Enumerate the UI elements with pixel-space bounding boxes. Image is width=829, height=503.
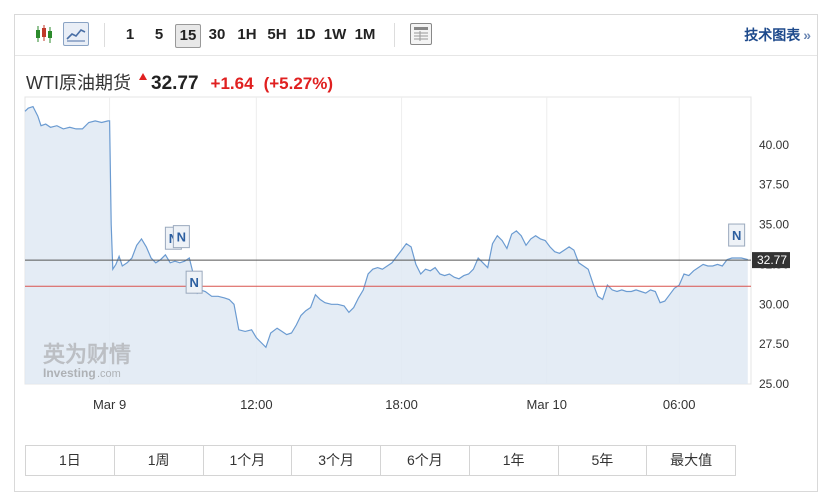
interval-1w[interactable]: 1W (323, 26, 347, 43)
interval-5h[interactable]: 5H (267, 26, 287, 43)
price-area-fill (25, 106, 748, 384)
toolbar-divider (394, 23, 395, 47)
y-tick-label: 25.00 (759, 377, 789, 391)
line-chart-icon[interactable] (63, 22, 89, 46)
interval-1h[interactable]: 1H (237, 26, 257, 43)
watermark-en: Investing (43, 366, 96, 380)
chart-widget: 1 5 15 30 1H 5H 1D 1W 1M 技术图表» WTI原油期货 32.77 +1.64… (14, 14, 818, 492)
news-marker[interactable]: N (728, 223, 746, 247)
x-tick-label: 12:00 (240, 397, 273, 412)
news-marker[interactable]: N (172, 225, 190, 249)
interval-1[interactable]: 1 (125, 26, 135, 43)
period-button[interactable]: 1个月 (203, 446, 293, 475)
period-button[interactable]: 1日 (26, 446, 115, 475)
candlestick-icon[interactable] (31, 22, 57, 46)
interval-5[interactable]: 5 (154, 26, 164, 43)
price-change-percent: (+5.27%) (263, 74, 334, 93)
instrument-name: WTI原油期货 (26, 73, 131, 93)
y-tick-label: 40.00 (759, 138, 789, 152)
period-button[interactable]: 5年 (558, 446, 648, 475)
x-tick-label: Mar 9 (93, 397, 126, 412)
table-icon[interactable] (410, 23, 432, 45)
period-button[interactable]: 最大值 (647, 446, 735, 475)
news-marker[interactable]: N (185, 270, 203, 294)
svg-text:N: N (177, 230, 186, 245)
up-arrow-icon (139, 73, 147, 80)
interval-30[interactable]: 30 (208, 26, 226, 43)
last-price: 32.77 (151, 73, 199, 94)
current-price-label: 32.77 (757, 253, 787, 267)
technical-chart-link[interactable]: 技术图表» (744, 25, 811, 45)
interval-1d[interactable]: 1D (296, 26, 316, 43)
toolbar-divider (104, 23, 105, 47)
chart-toolbar: 1 5 15 30 1H 5H 1D 1W 1M 技术图表» (15, 15, 817, 56)
period-button[interactable]: 6个月 (381, 446, 470, 475)
y-tick-label: 30.00 (759, 297, 789, 311)
x-tick-label: 06:00 (663, 397, 696, 412)
y-tick-label: 37.50 (759, 178, 789, 192)
price-change: +1.64 (210, 74, 254, 93)
interval-15[interactable]: 15 (175, 24, 201, 48)
interval-1m[interactable]: 1M (354, 26, 376, 43)
period-selector: 1日 1周 1个月 3个月 6个月 1年 5年 最大值 (25, 445, 736, 476)
double-chevron-right-icon: » (803, 27, 811, 43)
svg-text:N: N (189, 275, 198, 290)
technical-chart-label: 技术图表 (744, 27, 801, 43)
x-tick-label: Mar 10 (527, 397, 567, 412)
period-button[interactable]: 1周 (114, 446, 204, 475)
watermark-en-suffix: .com (97, 368, 121, 380)
y-tick-label: 35.00 (759, 218, 789, 232)
period-button[interactable]: 1年 (469, 446, 559, 475)
current-price-tag (752, 252, 790, 269)
watermark-cn: 英为财情 (43, 342, 131, 368)
y-tick-label: 27.50 (759, 337, 789, 351)
svg-text:N: N (732, 228, 741, 243)
quote-header: WTI原油期货 32.77 +1.64 (+5.27%) (26, 69, 333, 95)
price-chart[interactable]: 40.0037.5035.0032.5030.0027.5025.0032.77… (15, 15, 817, 435)
period-button[interactable]: 3个月 (292, 446, 381, 475)
price-line (24, 105, 748, 349)
x-tick-label: 18:00 (385, 397, 418, 412)
